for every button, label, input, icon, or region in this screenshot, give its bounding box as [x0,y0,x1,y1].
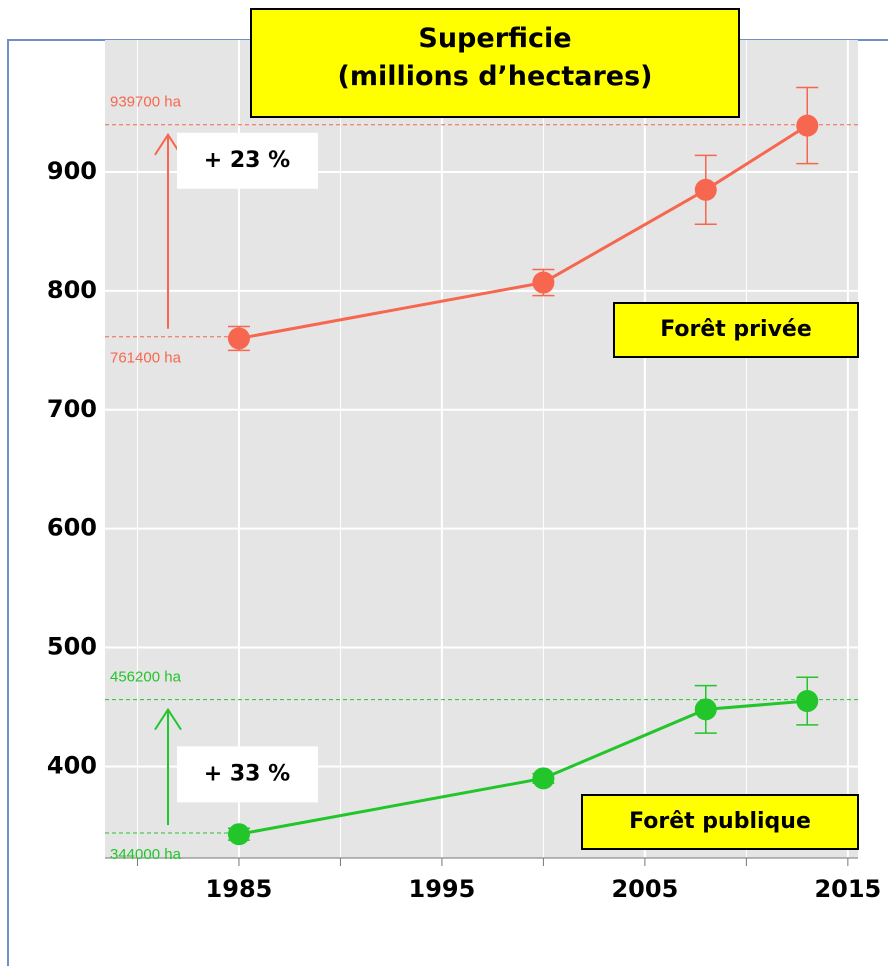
legend-box [613,302,859,358]
chart-title: Superficie (millions d’hectares) [250,8,740,118]
annotation-label: 761400 ha [110,350,182,367]
y-tick-label: 600 [47,514,97,542]
change-label: + 23 % [204,148,290,173]
data-point [694,698,717,721]
y-tick-label: 800 [47,276,97,304]
data-point [227,823,250,846]
data-point [796,690,819,713]
series-line [238,699,808,836]
change-box [177,746,318,803]
x-tick-label: 1985 [206,875,273,903]
change-arrow-head [154,707,182,731]
x-tick-label: 1995 [409,875,476,903]
data-point [532,767,555,790]
annotation-label: 456200 ha [110,669,182,686]
annotation-label: 939700 ha [110,94,182,111]
y-tick-label: 500 [47,633,97,661]
x-tick-label: 2005 [611,875,678,903]
data-point [796,114,819,137]
data-point [227,327,250,350]
y-tick-label: 400 [47,751,97,779]
data-point [532,271,555,294]
series-line [238,124,809,340]
change-box [177,132,318,189]
change-arrow-head [154,132,182,156]
change-label: + 33 % [204,761,290,786]
legend-box [581,794,859,850]
y-tick-label: 900 [47,157,97,185]
legend-label: Forêt privée [660,317,812,342]
y-tick-label: 700 [47,395,97,423]
legend-label: Forêt publique [629,809,811,834]
x-tick-label: 2015 [814,875,881,903]
annotation-label: 344000 ha [110,846,182,863]
data-point [694,178,717,201]
